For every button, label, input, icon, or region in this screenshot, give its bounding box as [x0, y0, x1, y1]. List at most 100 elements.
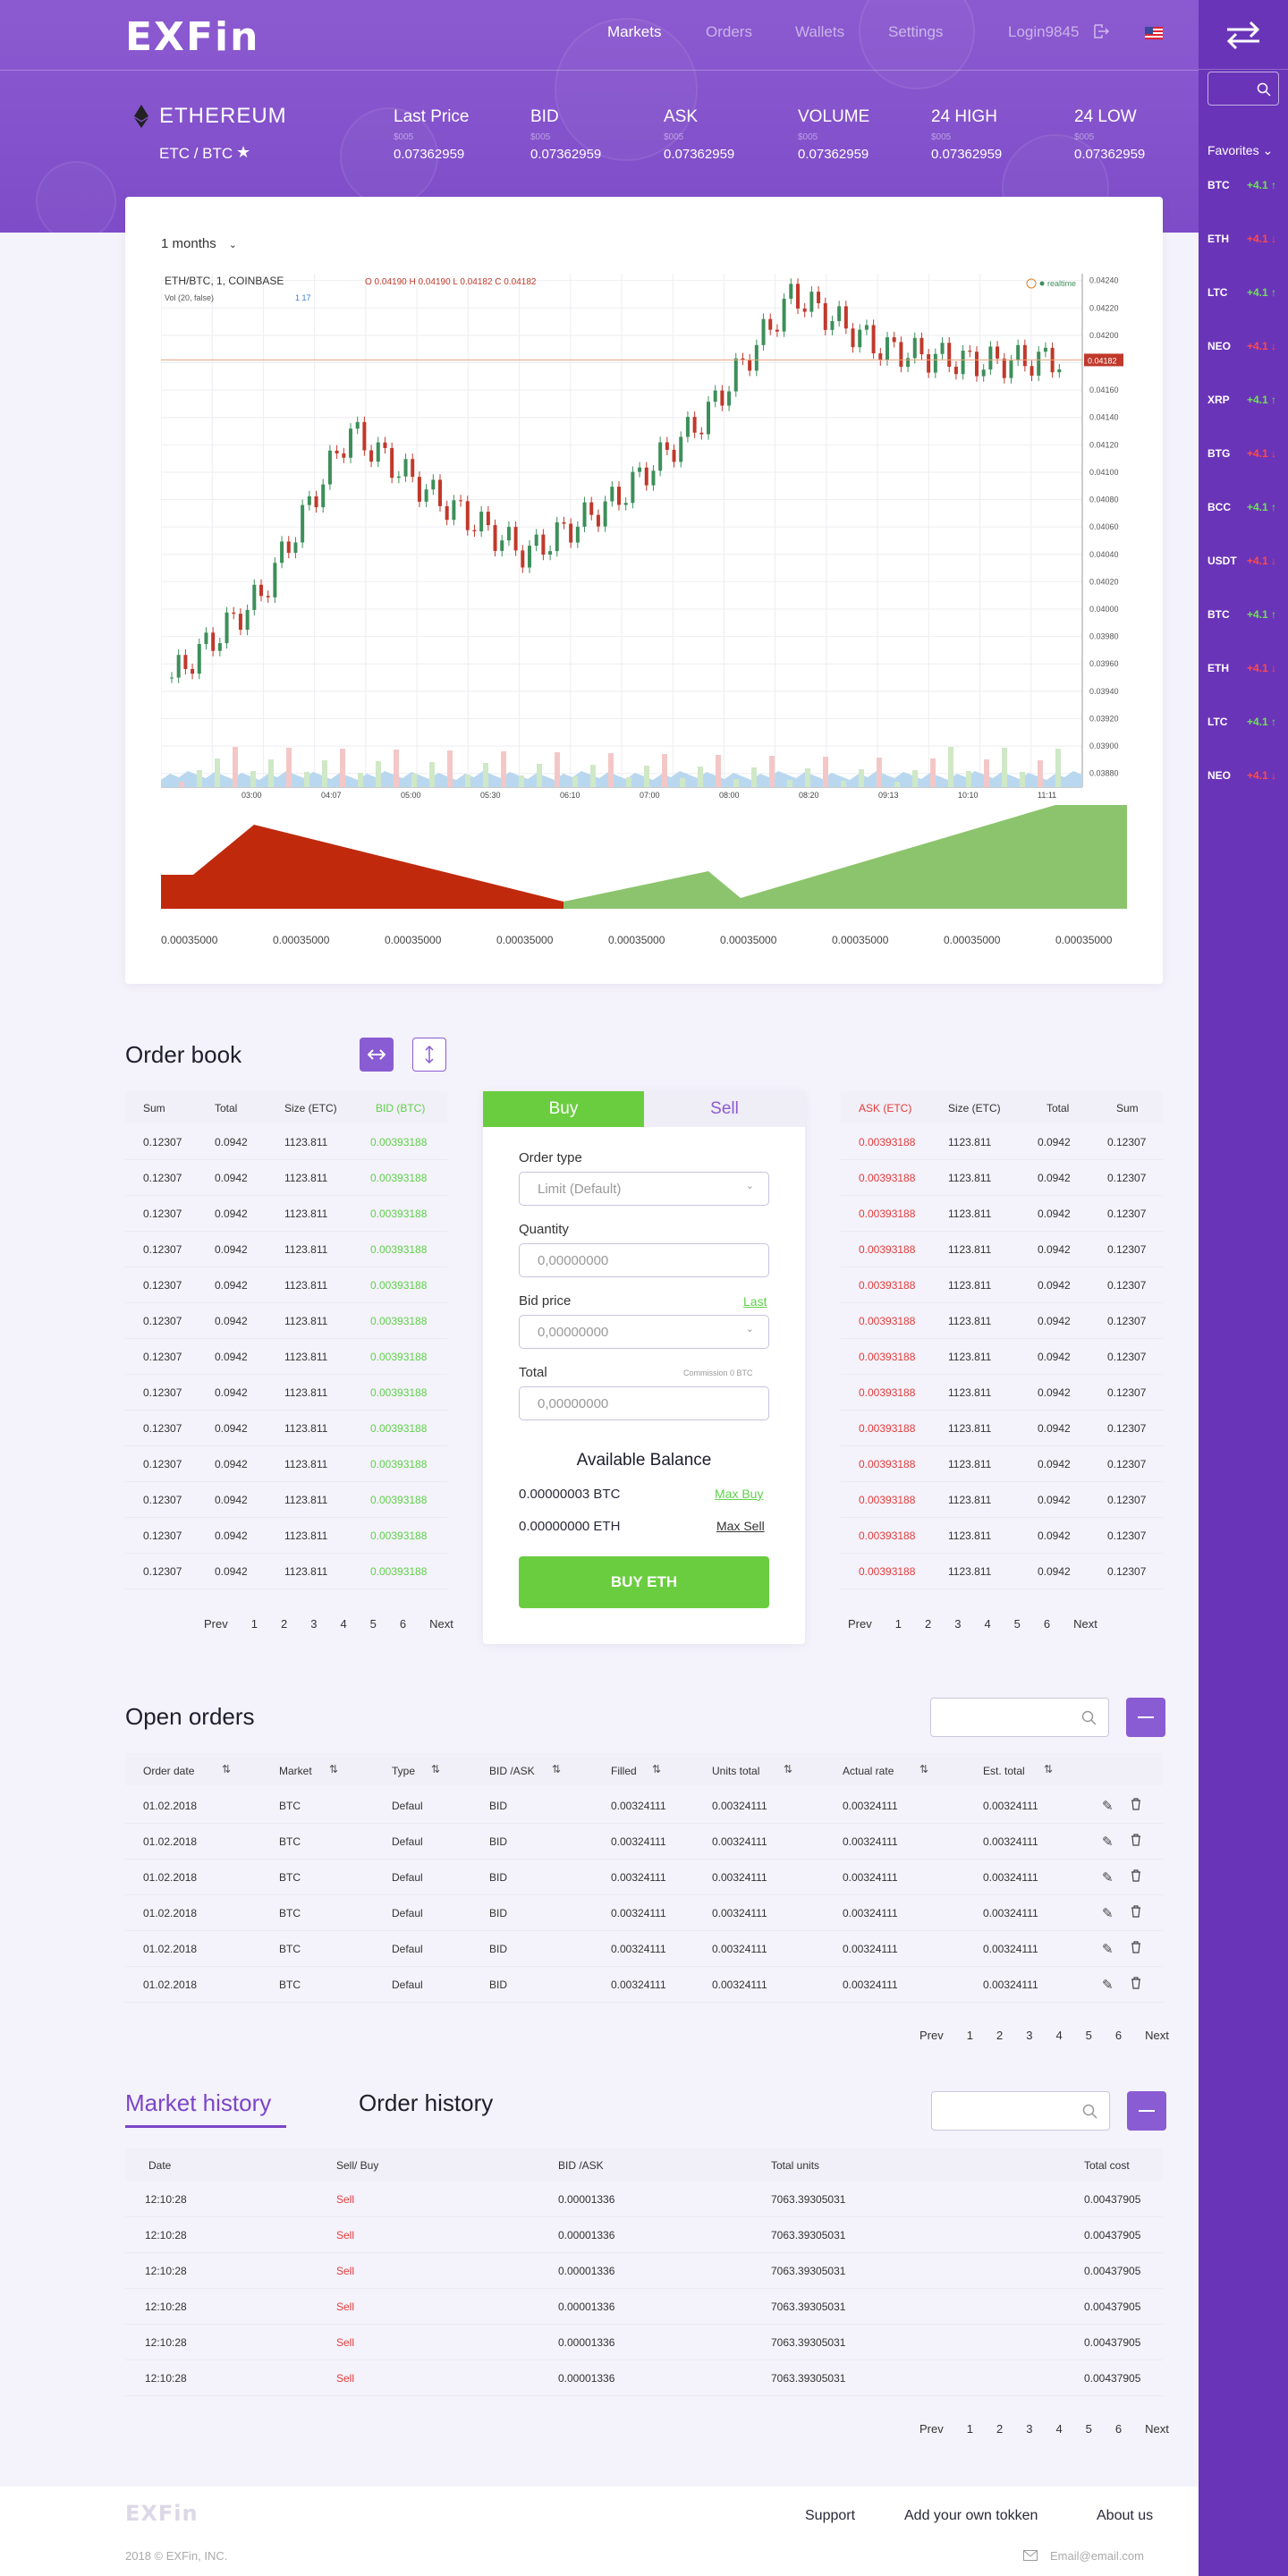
pager-prev[interactable]: Prev [919, 2029, 944, 2042]
period-select[interactable]: 1 months ⌄ [161, 236, 237, 251]
bid-price[interactable]: 0.00393188 [370, 1279, 428, 1292]
ask-price[interactable]: 0.00393188 [859, 1315, 916, 1327]
column-header[interactable]: Actual rate [843, 1765, 894, 1777]
sort-icon[interactable]: ⇅ [431, 1763, 441, 1775]
pager-page[interactable]: 6 [399, 1617, 407, 1631]
pager-page[interactable]: 3 [1026, 2029, 1033, 2042]
column-header[interactable]: Market [279, 1765, 312, 1777]
nav-settings[interactable]: Settings [888, 23, 944, 40]
history-pagination[interactable]: Prev 1 2 3 4 5 6 Next [919, 2422, 1192, 2436]
sidebar-search-input[interactable] [1208, 72, 1279, 106]
ask-price[interactable]: 0.00393188 [859, 1208, 916, 1220]
buy-eth-button[interactable]: BUY ETH [519, 1556, 769, 1608]
pager-next[interactable]: Next [1145, 2029, 1169, 2042]
nav-orders[interactable]: Orders [706, 23, 752, 40]
pager-page[interactable]: 1 [966, 2029, 973, 2042]
column-header[interactable]: Order date [143, 1765, 195, 1777]
favorite-star-icon[interactable]: ★ [236, 143, 251, 161]
open-orders-search-input[interactable] [930, 1698, 1109, 1737]
column-header[interactable]: Filled [611, 1765, 637, 1777]
bid-price[interactable]: 0.00393188 [370, 1494, 428, 1506]
bid-price[interactable]: 0.00393188 [370, 1458, 428, 1470]
footer-email[interactable]: Email@email.com [1050, 2549, 1144, 2563]
pager-page[interactable]: 4 [1055, 2422, 1063, 2436]
buy-tab[interactable]: Buy [483, 1091, 644, 1127]
favorite-item[interactable]: ETH +4.1 ↓ [1199, 662, 1288, 680]
favorite-item[interactable]: BTC +4.1 ↑ [1199, 179, 1288, 197]
pager-next[interactable]: Next [1073, 1617, 1097, 1631]
edit-icon[interactable]: ✎ [1102, 1942, 1114, 1957]
favorites-label[interactable]: Favorites ⌄ [1208, 143, 1274, 157]
pager-page[interactable]: 1 [250, 1617, 258, 1631]
footer-link-about[interactable]: About us [1097, 2508, 1154, 2523]
ask-price[interactable]: 0.00393188 [859, 1386, 916, 1399]
pager-prev[interactable]: Prev [919, 2422, 944, 2436]
delete-icon[interactable] [1131, 1798, 1141, 1813]
bid-price[interactable]: 0.00393188 [370, 1351, 428, 1363]
max-buy-link[interactable]: Max Buy [715, 1487, 764, 1501]
open-orders-pagination[interactable]: Prev 1 2 3 4 5 6 Next [919, 2029, 1192, 2042]
bid-price[interactable]: 0.00393188 [370, 1136, 428, 1148]
sell-tab[interactable]: Sell [644, 1091, 805, 1127]
bid-price[interactable]: 0.00393188 [370, 1315, 428, 1327]
footer-logo[interactable]: EXFin [125, 2501, 199, 2526]
order-type-select[interactable]: Limit (Default) ⌄ [519, 1172, 769, 1206]
favorite-item[interactable]: XRP +4.1 ↑ [1199, 394, 1288, 411]
footer-link-support[interactable]: Support [805, 2508, 856, 2523]
delete-icon[interactable] [1131, 1977, 1141, 1992]
sort-icon[interactable]: ⇅ [652, 1763, 662, 1775]
sort-icon[interactable]: ⇅ [552, 1763, 562, 1775]
favorite-item[interactable]: LTC +4.1 ↑ [1199, 716, 1288, 733]
pager-page[interactable]: 5 [369, 1617, 377, 1631]
swap-arrows-icon[interactable] [1225, 20, 1261, 50]
pager-page[interactable]: 4 [340, 1617, 347, 1631]
ask-price[interactable]: 0.00393188 [859, 1279, 916, 1292]
pager-page[interactable]: 2 [924, 1617, 932, 1631]
edit-icon[interactable]: ✎ [1102, 1906, 1114, 1921]
delete-icon[interactable] [1131, 1834, 1141, 1849]
pager-next[interactable]: Next [1145, 2422, 1169, 2436]
edit-icon[interactable]: ✎ [1102, 1799, 1114, 1814]
favorite-item[interactable]: USDT +4.1 ↓ [1199, 555, 1288, 572]
view-both-toggle[interactable] [360, 1038, 394, 1072]
column-header[interactable]: BID /ASK [489, 1765, 535, 1777]
logo[interactable]: EXFin [125, 14, 260, 60]
pager-page[interactable]: 5 [1013, 1617, 1021, 1631]
ask-price[interactable]: 0.00393188 [859, 1458, 916, 1470]
pager-page[interactable]: 3 [310, 1617, 318, 1631]
nav-markets[interactable]: Markets [607, 23, 662, 40]
tab-market-history[interactable]: Market history [125, 2089, 272, 2116]
quantity-input[interactable]: 0,00000000 [519, 1243, 769, 1277]
bid-price[interactable]: 0.00393188 [370, 1565, 428, 1578]
edit-icon[interactable]: ✎ [1102, 1870, 1114, 1885]
favorite-item[interactable]: BTC +4.1 ↑ [1199, 608, 1288, 626]
sort-icon[interactable]: ⇅ [329, 1763, 339, 1775]
edit-icon[interactable]: ✎ [1102, 1835, 1114, 1850]
login-link[interactable]: Login9845 [1008, 23, 1080, 40]
pager-page[interactable]: 3 [1026, 2422, 1033, 2436]
ask-price[interactable]: 0.00393188 [859, 1494, 916, 1506]
column-header[interactable]: Est. total [983, 1765, 1025, 1777]
ask-price[interactable]: 0.00393188 [859, 1422, 916, 1435]
pager-page[interactable]: 4 [1055, 2029, 1063, 2042]
sort-icon[interactable]: ⇅ [784, 1763, 793, 1775]
ask-price[interactable]: 0.00393188 [859, 1136, 916, 1148]
pager-page[interactable]: 1 [966, 2422, 973, 2436]
bid-price[interactable]: 0.00393188 [370, 1530, 428, 1542]
collapse-open-orders-button[interactable] [1126, 1698, 1165, 1737]
bid-price[interactable]: 0.00393188 [370, 1172, 428, 1184]
ask-pagination[interactable]: Prev 1 2 3 4 5 6 Next [848, 1617, 1121, 1631]
column-header[interactable]: Type [392, 1765, 416, 1777]
ask-price[interactable]: 0.00393188 [859, 1565, 916, 1578]
favorite-item[interactable]: BTG +4.1 ↓ [1199, 447, 1288, 465]
nav-wallets[interactable]: Wallets [795, 23, 845, 40]
pager-page[interactable]: 6 [1114, 2029, 1123, 2042]
favorite-item[interactable]: LTC +4.1 ↑ [1199, 286, 1288, 304]
favorite-item[interactable]: ETH +4.1 ↓ [1199, 233, 1288, 250]
bid-price[interactable]: 0.00393188 [370, 1386, 428, 1399]
favorite-item[interactable]: NEO +4.1 ↓ [1199, 340, 1288, 358]
ask-price[interactable]: 0.00393188 [859, 1243, 916, 1256]
max-sell-link[interactable]: Max Sell [716, 1519, 765, 1533]
pager-page[interactable]: 3 [954, 1617, 962, 1631]
pager-page[interactable]: 5 [1085, 2422, 1092, 2436]
